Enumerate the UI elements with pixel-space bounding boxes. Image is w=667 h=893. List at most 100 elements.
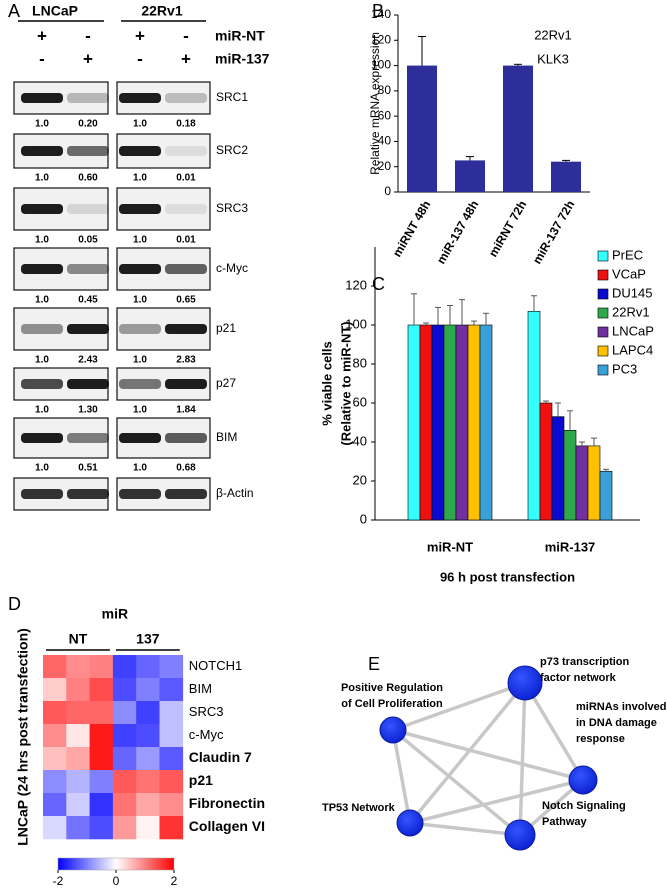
blot-band [165, 204, 207, 214]
heatmap-cell [112, 655, 137, 679]
bar [479, 324, 493, 521]
bar [407, 65, 437, 192]
band-quantification: 1.30 [78, 405, 98, 416]
node-label: Pathway [542, 816, 588, 828]
band-quantification: 0.01 [176, 173, 196, 184]
y-tick-label: 0 [384, 184, 391, 198]
panel-label: C [372, 274, 385, 294]
heatmap-cell [136, 701, 160, 725]
x-tick-label: miR-NT [427, 539, 473, 554]
y-axis-label: % viable cells [319, 341, 334, 426]
row-label: p21 [189, 772, 213, 788]
heatmap-cell [89, 770, 114, 794]
heatmap-cell [112, 678, 137, 702]
node-label: in DNA damage [576, 717, 657, 729]
network-node [379, 716, 407, 744]
row-label: SRC3 [189, 704, 224, 719]
bar [563, 429, 577, 521]
band-quantification: 1.84 [176, 405, 196, 416]
blot-band [165, 93, 207, 103]
heatmap-cell [159, 770, 184, 794]
panel-label: B [372, 1, 384, 21]
blot-band [119, 93, 161, 103]
network-edge [392, 681, 526, 732]
x-tick-label: miR-137 48h [434, 198, 481, 266]
node-label: factor network [540, 672, 617, 684]
heatmap-cell [136, 747, 160, 771]
blot-band [165, 489, 207, 499]
bar [455, 160, 485, 192]
bar [551, 161, 581, 192]
blot-band [165, 146, 207, 156]
node-label: Positive Regulation [341, 682, 443, 694]
blot-band [67, 264, 109, 274]
panel-label: A [8, 1, 20, 21]
blot-band [119, 433, 161, 443]
bar [443, 324, 457, 521]
treatment-sign: + [181, 49, 191, 68]
cell-line: 22Rv1 [141, 3, 182, 19]
band-quantification: 0.65 [176, 295, 196, 306]
x-tick-label: miRNT 72h [486, 198, 529, 259]
heatmap-cell [112, 793, 137, 817]
blot-band [21, 204, 63, 214]
legend-swatch [597, 345, 609, 357]
band-quantification: 1.0 [35, 463, 49, 474]
network-edge [391, 729, 412, 824]
heatmap-cell [89, 655, 114, 679]
band-quantification: 1.0 [133, 295, 147, 306]
heatmap-cell [112, 747, 137, 771]
heatmap-cell [66, 747, 90, 771]
y-tick-label: 40 [353, 433, 367, 448]
y-tick-label: 120 [345, 277, 367, 292]
heatmap-cell [112, 816, 137, 840]
blot-band [21, 489, 63, 499]
legend-label: PrEC [612, 247, 643, 262]
band-quantification: 0.20 [78, 119, 98, 130]
row-label: Collagen VI [189, 818, 265, 834]
legend-label: VCaP [612, 266, 646, 281]
x-tick-label: miR-137 72h [530, 198, 577, 266]
y-tick-label: 120 [371, 32, 391, 46]
blot-band [119, 324, 161, 334]
colorbar-tick-label: 2 [171, 874, 178, 888]
blot-band [21, 146, 63, 156]
network-edge [392, 728, 584, 782]
band-quantification: 1.0 [133, 173, 147, 184]
legend-swatch [597, 307, 609, 319]
blot-panel [116, 133, 211, 169]
legend-swatch [597, 269, 609, 281]
y-tick-label: 140 [371, 7, 391, 21]
heatmap-cell [136, 793, 160, 817]
treatment-sign: + [83, 49, 93, 68]
heatmap-cell [43, 678, 67, 702]
blot-band [67, 433, 109, 443]
legend-swatch [597, 250, 609, 262]
band-quantification: 1.0 [35, 235, 49, 246]
band-quantification: 1.0 [35, 295, 49, 306]
heatmap-cell [89, 816, 114, 840]
bar [467, 324, 481, 521]
protein-label: SRC1 [216, 90, 248, 104]
treatment-sign: + [135, 26, 145, 45]
column-group: 137 [136, 631, 160, 647]
legend-label: LAPC4 [612, 342, 653, 357]
heatmap-cell [112, 770, 137, 794]
row-label: NOTCH1 [189, 658, 242, 673]
heatmap-title: miR [102, 606, 128, 622]
panel-label: E [368, 654, 380, 674]
legend-label: DU145 [612, 285, 652, 300]
heatmap-cell [136, 816, 160, 840]
blot-band [21, 433, 63, 443]
band-quantification: 1.0 [133, 463, 147, 474]
annotation: KLK3 [537, 51, 569, 66]
network-node [507, 665, 543, 701]
legend-label: 22Rv1 [612, 304, 650, 319]
colorbar [57, 857, 175, 871]
y-axis-label: (Relative to miR-NT) [338, 321, 353, 445]
blot-band [21, 379, 63, 389]
heatmap-cell [159, 747, 184, 771]
heatmap-cell [66, 770, 90, 794]
